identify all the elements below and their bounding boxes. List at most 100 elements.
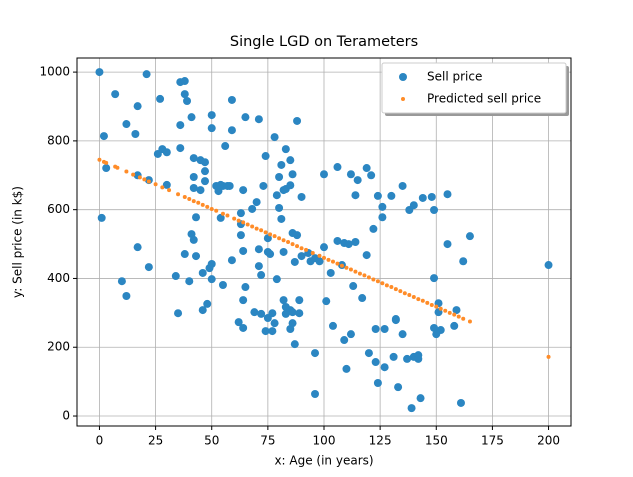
point	[443, 240, 452, 249]
point	[200, 158, 209, 167]
point	[102, 164, 111, 173]
point	[270, 133, 279, 142]
y-tick-label: 800	[47, 133, 70, 147]
point	[137, 175, 142, 180]
point	[378, 202, 387, 211]
point	[180, 77, 189, 86]
point	[261, 152, 270, 161]
point	[133, 243, 142, 252]
point	[261, 327, 270, 336]
point	[384, 283, 389, 288]
point	[443, 308, 448, 313]
point	[322, 255, 326, 260]
point	[371, 325, 380, 334]
point	[416, 297, 421, 302]
point	[268, 309, 277, 318]
point	[200, 177, 209, 186]
point	[248, 204, 257, 213]
point	[443, 190, 452, 199]
point	[367, 171, 376, 180]
point	[192, 213, 201, 222]
point	[290, 340, 299, 349]
x-tick-label: 25	[148, 434, 163, 448]
point	[344, 240, 353, 249]
point	[220, 211, 225, 216]
point	[146, 179, 151, 184]
point	[295, 244, 300, 249]
point	[362, 164, 371, 173]
point	[467, 319, 472, 324]
point	[452, 306, 461, 315]
point	[459, 257, 468, 266]
point	[430, 323, 439, 332]
point	[174, 309, 183, 318]
legend-label: Sell price	[427, 70, 482, 84]
y-axis-label: y: Sell price (in k$)	[11, 186, 25, 298]
point	[99, 132, 108, 141]
point	[200, 167, 209, 176]
point	[104, 160, 109, 165]
x-tick-label: 175	[481, 434, 504, 448]
point	[414, 354, 423, 363]
point	[225, 181, 234, 190]
legend-marker	[401, 97, 405, 101]
point	[315, 257, 324, 266]
point	[189, 235, 198, 244]
point	[371, 358, 380, 367]
point	[330, 259, 335, 264]
point	[290, 257, 299, 266]
point	[263, 230, 268, 235]
point	[142, 70, 151, 79]
point	[346, 170, 355, 179]
point	[254, 226, 259, 231]
point	[418, 193, 427, 202]
point	[353, 269, 358, 274]
point	[239, 246, 248, 255]
point	[429, 302, 434, 307]
point	[411, 295, 416, 300]
point	[434, 304, 439, 309]
point	[380, 325, 389, 334]
point	[311, 390, 320, 399]
point	[241, 283, 250, 292]
point	[286, 156, 295, 165]
point	[403, 354, 412, 363]
point	[320, 243, 328, 252]
point	[279, 247, 288, 256]
y-tick-label: 0	[62, 409, 70, 423]
point	[416, 394, 425, 403]
point	[371, 277, 376, 282]
point	[342, 364, 351, 373]
point	[122, 120, 131, 129]
point	[288, 170, 297, 179]
point	[326, 268, 335, 277]
point	[461, 316, 466, 321]
point	[353, 176, 362, 185]
point	[239, 296, 248, 305]
point	[373, 379, 382, 388]
point	[339, 263, 344, 268]
point	[328, 321, 337, 330]
point	[189, 172, 198, 181]
point	[427, 192, 436, 201]
point	[430, 274, 439, 283]
x-tick-label: 75	[260, 434, 275, 448]
point	[225, 213, 230, 218]
point	[333, 236, 342, 245]
point	[259, 228, 264, 233]
point	[227, 256, 236, 265]
point	[227, 126, 236, 135]
point	[131, 172, 136, 177]
point	[366, 275, 371, 280]
point	[218, 280, 227, 289]
point	[167, 188, 172, 193]
point	[250, 224, 255, 229]
point	[402, 291, 407, 296]
point	[409, 201, 418, 210]
point	[198, 268, 207, 277]
point	[221, 142, 230, 151]
point	[277, 214, 286, 223]
point	[389, 352, 398, 361]
point	[297, 252, 306, 261]
